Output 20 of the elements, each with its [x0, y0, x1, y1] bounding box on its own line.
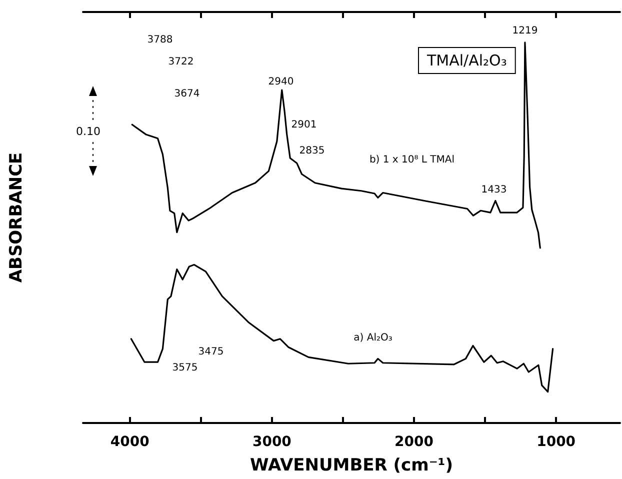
annotation: 0.10 — [76, 124, 100, 139]
x-tick-label: 1000 — [536, 434, 576, 450]
annotation: 3575 — [172, 362, 198, 374]
annotation: b) 1 x 10⁸ L TMAl — [369, 154, 455, 166]
annotation: 2835 — [299, 146, 325, 156]
x-tick-label: 4000 — [110, 434, 150, 450]
y-axis-title: ABSORBANCE — [6, 152, 26, 283]
annotation: 1433 — [481, 184, 507, 196]
x-tick-label: 3000 — [252, 434, 292, 450]
annotation: 3722 — [168, 56, 194, 68]
annotation: 3475 — [198, 346, 224, 358]
x-tick-label: 2000 — [394, 434, 434, 450]
annotation: a) Al₂O₃ — [354, 332, 392, 344]
annotation: 3788 — [147, 34, 173, 46]
annotation: 2901 — [291, 120, 317, 130]
annotation: 2940 — [268, 76, 294, 88]
text: TMAl/Al₂O₃ — [426, 52, 507, 70]
x-axis-title: WAVENUMBER (cm⁻¹) — [250, 456, 454, 476]
annotation: 3674 — [174, 88, 200, 100]
text: 1219 — [512, 26, 538, 36]
